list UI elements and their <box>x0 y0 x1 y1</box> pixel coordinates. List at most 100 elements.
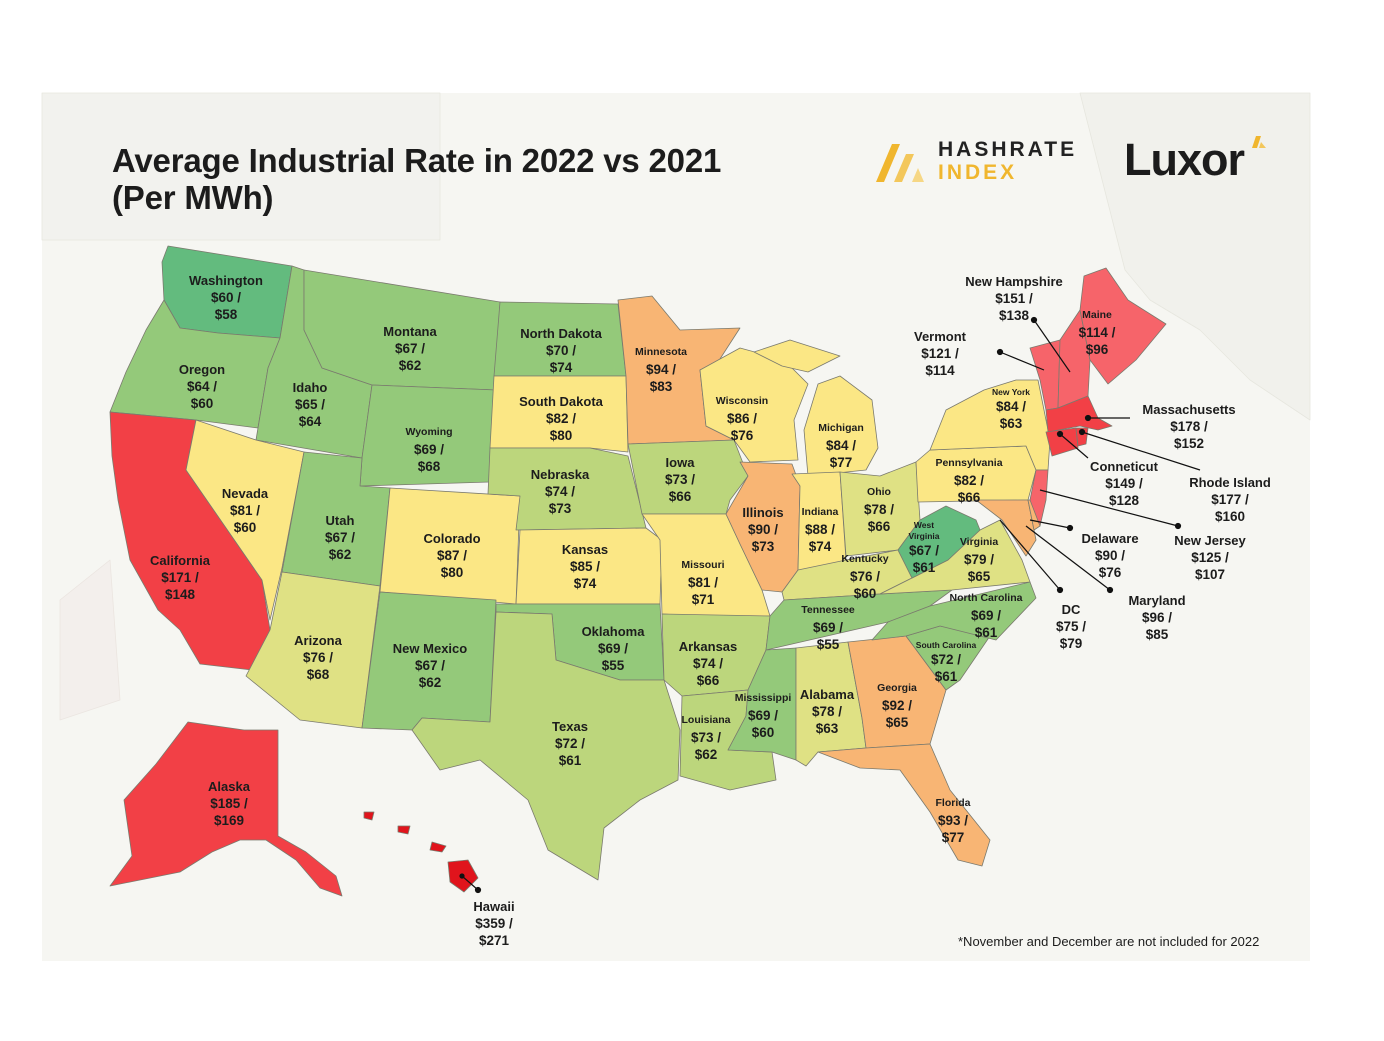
rate-2021: $114 <box>925 363 955 378</box>
luxor-wordmark: Luxor <box>1124 134 1245 185</box>
rate-2021: $68 <box>306 667 330 682</box>
label-utah: Utah $67 / $62 <box>325 512 355 563</box>
rate-2021: $62 <box>328 547 352 562</box>
state-arizona <box>245 571 381 729</box>
state-name: Iowa <box>665 455 695 470</box>
rate-2021: $61 <box>912 560 936 575</box>
label-arizona: Arizona $76 / $68 <box>294 632 342 683</box>
rate-2022: $72 / <box>554 736 586 751</box>
rate-2021: $58 <box>214 307 238 322</box>
state-name: Wyoming <box>405 426 453 438</box>
label-tennessee: Tennessee $69 / $55 <box>801 602 855 653</box>
rate-2022: $82 / <box>545 411 577 426</box>
state-michigan <box>803 375 879 477</box>
state-north-carolina <box>871 581 1037 641</box>
state-name: Colorado <box>423 531 481 546</box>
rate-2021: $76 <box>1098 565 1122 580</box>
rate-2021: $73 <box>548 501 572 516</box>
state-mississippi <box>727 647 797 761</box>
label-idaho: Idaho $65 / $64 <box>293 379 328 430</box>
state-hawaii-maui <box>429 841 447 853</box>
label-oklahoma: Oklahoma $69 / $55 <box>582 623 645 674</box>
title-line-1: Average Industrial Rate in 2022 vs 2021 <box>112 142 722 179</box>
rate-2021: $61 <box>974 625 998 640</box>
state-name: West <box>913 520 935 530</box>
rate-2022: $64 / <box>186 379 218 394</box>
label-vermont: Vermont $121 / $114 <box>914 328 966 379</box>
rate-2021: $63 <box>815 721 839 736</box>
state-name: Pennsylvania <box>935 457 1003 469</box>
state-name: Texas <box>552 719 588 734</box>
rate-2022: $67 / <box>394 341 426 356</box>
rate-2022: $74 / <box>692 656 724 671</box>
state-maine <box>1079 267 1167 385</box>
state-name: Louisiana <box>681 714 731 726</box>
rate-2021: $152 <box>1173 436 1205 451</box>
state-name: Tennessee <box>801 604 855 616</box>
rate-2022: $81 / <box>687 575 719 590</box>
label-georgia: Georgia $92 / $65 <box>877 680 917 731</box>
rate-2022: $84 / <box>995 399 1027 414</box>
state-name: Georgia <box>877 682 917 694</box>
rate-2021: $74 <box>549 360 573 375</box>
label-alaska: Alaska $185 / $169 <box>208 778 250 829</box>
rate-2022: $70 / <box>545 343 577 358</box>
rate-2022: $359 / <box>475 916 513 931</box>
state-name: Indiana <box>801 506 839 518</box>
rate-2022: $76 / <box>849 569 881 584</box>
state-name: Maine <box>1082 309 1112 321</box>
state-name: South Dakota <box>519 394 603 409</box>
state-wyoming <box>359 384 497 487</box>
rate-2021: $77 <box>829 455 853 470</box>
state-hawaii-oahu <box>397 825 411 835</box>
state-name: Washington <box>189 273 263 288</box>
state-name: Alaska <box>208 779 250 794</box>
rate-2021: $66 <box>867 519 891 534</box>
rate-2022: $92 / <box>881 698 913 713</box>
state-name: Idaho <box>292 380 328 395</box>
rate-2021: $107 <box>1194 567 1226 582</box>
rate-2021: $65 <box>967 569 991 584</box>
label-wisconsin: Wisconsin $86 / $76 <box>716 393 768 444</box>
rate-2021: $60 <box>751 725 775 740</box>
label-pennsylvania: Pennsylvania $82 / $66 <box>935 455 1002 506</box>
state-name: Kansas <box>561 542 609 557</box>
rate-2022: $69 / <box>747 708 779 723</box>
rate-2022: $69 / <box>812 620 844 635</box>
rate-2022: $75 / <box>1055 619 1087 634</box>
state-name: Utah <box>325 513 355 528</box>
label-south-carolina: South Carolina $72 / $61 <box>916 640 976 685</box>
state-name: Conneticut <box>1090 459 1158 474</box>
rate-2022: $74 / <box>544 484 576 499</box>
rate-2021: $80 <box>549 428 573 443</box>
label-nebraska: Nebraska $74 / $73 <box>531 466 590 517</box>
state-name: Arkansas <box>678 639 738 654</box>
state-name: Massachusetts <box>1142 402 1236 417</box>
rate-2022: $60 / <box>210 290 242 305</box>
rate-2022: $125 / <box>1191 550 1229 565</box>
state-hawaii-kauai <box>363 811 375 821</box>
label-wyoming: Wyoming $69 / $68 <box>405 424 452 475</box>
rate-2022: $93 / <box>937 813 969 828</box>
rate-2021: $79 <box>1059 636 1083 651</box>
label-massachusetts: Massachusetts $178 / $152 <box>1142 401 1235 452</box>
state-name: Nevada <box>221 486 269 501</box>
state-name: California <box>150 553 210 568</box>
state-name: Virginia <box>908 531 940 541</box>
rate-2022: $171 / <box>161 570 199 585</box>
rate-2021: $73 <box>751 539 775 554</box>
rate-2021: $55 <box>816 637 840 652</box>
state-name: Vermont <box>913 329 967 344</box>
label-montana: Montana $67 / $62 <box>383 323 436 374</box>
rate-2021: $66 <box>668 489 692 504</box>
state-new-york <box>929 379 1051 471</box>
rate-2021: $64 <box>298 414 322 429</box>
label-virginia: Virginia $79 / $65 <box>960 534 998 585</box>
state-tennessee <box>765 589 953 651</box>
rate-2021: $96 <box>1085 342 1109 357</box>
state-name: North Dakota <box>520 326 602 341</box>
state-west-virginia <box>897 505 981 579</box>
rate-2021: $128 <box>1108 493 1140 508</box>
label-new-hampshire: New Hampshire $151 / $138 <box>965 273 1063 324</box>
